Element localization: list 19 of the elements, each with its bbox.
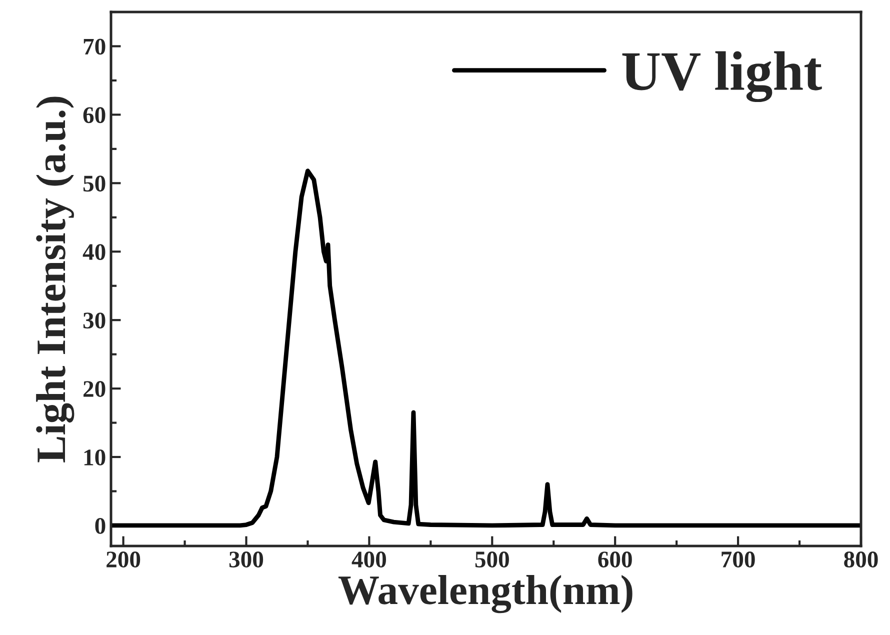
legend-label: UV light	[622, 51, 822, 102]
y-tick-label: 10	[84, 449, 106, 466]
x-tick-label: 400	[352, 552, 386, 568]
x-tick-label: 800	[844, 552, 878, 568]
y-tick-label: 70	[84, 38, 106, 55]
x-axis-title: Wavelength(nm)	[338, 575, 632, 614]
x-tick-label: 300	[229, 552, 264, 568]
line-series	[111, 168, 861, 528]
y-tick-label: 40	[82, 244, 106, 260]
y-tick-label: 0	[95, 518, 106, 534]
x-tick-label: 700	[722, 552, 755, 568]
y-axis-title: Light Intensity (a.u.)	[36, 96, 74, 462]
x-tick-label: 200	[106, 552, 140, 568]
y-tick-label: 30	[83, 312, 106, 328]
y-tick-label: 50	[83, 176, 106, 192]
x-tick-label: 500	[475, 552, 509, 568]
x-tick-label: 600	[598, 552, 632, 568]
y-tick-label: 60	[83, 107, 106, 124]
y-tick-label: 20	[84, 381, 106, 397]
